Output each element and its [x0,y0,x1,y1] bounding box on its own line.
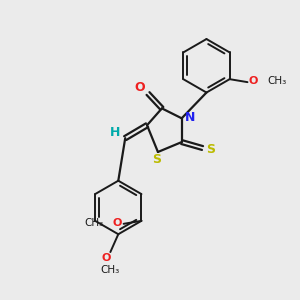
Text: O: O [102,253,111,263]
Text: N: N [184,111,195,124]
Text: O: O [135,81,146,94]
Text: H: H [110,126,121,139]
Text: CH₃: CH₃ [101,265,120,275]
Text: CH₃: CH₃ [85,218,104,228]
Text: S: S [206,142,215,155]
Text: O: O [249,76,258,86]
Text: O: O [113,218,122,228]
Text: CH₃: CH₃ [267,76,286,86]
Text: S: S [152,153,161,167]
